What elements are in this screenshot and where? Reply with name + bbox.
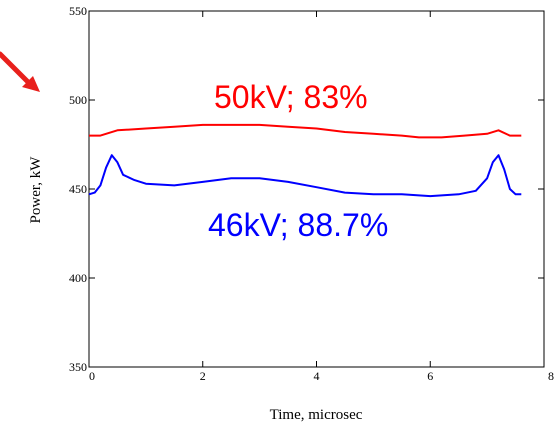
- x-axis: 0 2 4 6 8: [88, 11, 554, 383]
- x-axis-title: Time, microsec: [270, 407, 363, 423]
- x-tick-label: 4: [314, 369, 320, 383]
- series-line-0: [89, 123, 522, 139]
- x-tick-label: 0: [89, 369, 95, 383]
- annotation-blue-series: 46kV; 88.7%: [208, 207, 388, 243]
- y-tick-label: 500: [69, 93, 87, 107]
- x-tick-label: 6: [427, 369, 433, 383]
- annotation-red-series: 50kV; 83%: [214, 79, 368, 115]
- y-tick-label: 400: [69, 271, 87, 285]
- x-tick-label: 2: [200, 369, 206, 383]
- pointer-arrow-icon: [0, 51, 40, 92]
- series-line-1: [88, 154, 522, 198]
- plot-area: [88, 10, 545, 368]
- series-group: [88, 123, 522, 198]
- x-tick-label: 8: [548, 369, 554, 383]
- y-tick-label: 550: [69, 4, 87, 18]
- y-tick-label: 350: [69, 360, 87, 374]
- y-axis-title: Power, kW: [28, 156, 44, 224]
- y-axis: 350 400 450 500 550: [69, 4, 544, 374]
- y-tick-label: 450: [69, 182, 87, 196]
